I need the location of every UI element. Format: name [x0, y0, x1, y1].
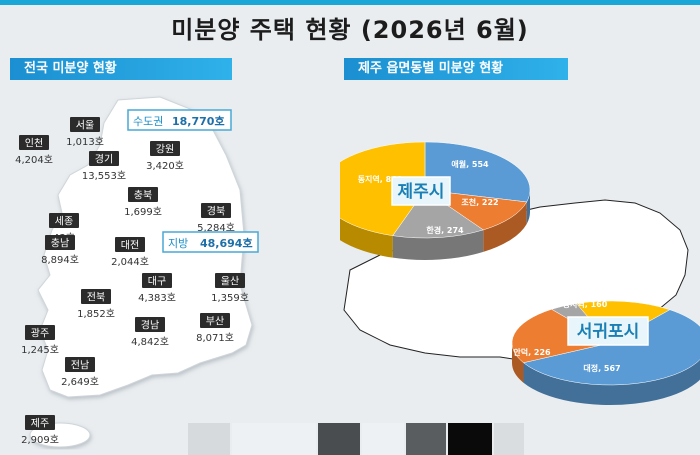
region-value: 2,909호: [21, 434, 59, 446]
jeju-city-slice-2: [392, 189, 484, 239]
jeju-city-side-3: [340, 218, 393, 258]
region-name: 충북: [134, 190, 152, 202]
region-value: 8,894호: [41, 254, 79, 266]
region-label-16: 제주 2,909호: [21, 415, 59, 446]
jeju-city-slice-0: [424, 141, 531, 203]
footer-swatch: [406, 423, 446, 455]
region-name: 인천: [25, 138, 43, 150]
region-value: 1,359호: [211, 292, 249, 304]
region-name: 충남: [51, 238, 69, 250]
region-name: 경기: [95, 153, 113, 166]
region-name: 울산: [221, 276, 239, 288]
region-name: 경남: [141, 319, 159, 332]
footer-swatch: [232, 423, 316, 455]
region-value: 5,284호: [197, 222, 235, 234]
region-label-8: 대전 2,044호: [111, 237, 149, 268]
region-value: 3,420호: [146, 160, 184, 172]
jeju-city-slice-label-0: 애월, 554: [451, 159, 489, 169]
top-accent-bar: [0, 0, 700, 5]
seogwipo-city-slice-label-2: 안덕, 226: [513, 347, 551, 357]
seogwipo-city-side-2: [512, 343, 524, 383]
province-callout-value: 48,694호: [200, 236, 253, 250]
province-callout-label: 지방: [168, 237, 188, 250]
seogwipo-city-pie: 동지역, 160 대정, 567 안덕, 226 표선, 46 서귀포시: [489, 299, 700, 405]
region-label-7: 충남 8,894호: [41, 235, 79, 266]
seogwipo-city-slice-1: [522, 309, 700, 386]
jeju-panel-header: 제주 읍면동별 미분양 현황: [344, 58, 568, 80]
seogwipo-city-label-box: [567, 316, 649, 346]
footer-swatch: [448, 423, 492, 455]
seogwipo-city-label: 서귀포시: [577, 322, 640, 342]
region-label-6: 경북 5,284호: [197, 203, 235, 234]
metro-callout-label: 수도권: [133, 115, 163, 128]
region-name: 전남: [71, 360, 89, 372]
region-value: 4,842호: [131, 336, 169, 348]
region-value: 1,013호: [66, 136, 104, 148]
footer-swatch: [362, 423, 404, 455]
region-name: 대전: [121, 240, 139, 252]
footer-swatch: [318, 423, 360, 455]
region-value: 2,649호: [61, 376, 99, 388]
region-value: 1,699호: [124, 206, 162, 218]
region-value: 1,852호: [77, 308, 115, 320]
national-panel-header: 전국 미분양 현황: [10, 58, 232, 80]
region-value: 2,044호: [111, 256, 149, 268]
footer-swatch: [188, 423, 230, 455]
region-value: 4,204호: [15, 154, 53, 166]
region-value: 4,383호: [138, 292, 176, 304]
region-label-1: 서울 1,013호: [66, 117, 104, 148]
seogwipo-city-slice-label-1: 대정, 567: [583, 363, 620, 373]
jeju-city-slice-label-2: 한경, 274: [426, 225, 464, 235]
jeju-city-side-2: [392, 229, 484, 260]
region-name: 경북: [207, 205, 225, 218]
region-label-4: 충북 1,699호: [124, 187, 162, 218]
jeju-city-slice-3: [340, 141, 426, 236]
region-label-12: 광주 1,245호: [21, 325, 59, 356]
metro-callout-value: 18,770호: [172, 114, 225, 128]
region-value: 1,245호: [21, 344, 59, 356]
region-name: 광주: [31, 328, 49, 340]
region-name: 강원: [156, 144, 174, 156]
region-name: 전북: [87, 292, 105, 304]
region-name: 부산: [206, 316, 224, 328]
region-label-0: 인천 4,204호: [15, 135, 53, 166]
region-name: 세종: [55, 216, 73, 228]
jeju-city-label-box: [391, 176, 451, 206]
seogwipo-city-slice-label-3: 표선, 46: [489, 315, 521, 325]
region-label-13: 경남 4,842호: [131, 317, 169, 348]
page-title: 미분양 주택 현황 (2026년 6월): [171, 16, 529, 44]
province-callout: 지방 48,694호: [162, 231, 259, 253]
jeju-city-slice-label-3: 동지역, 860: [358, 174, 403, 184]
footer-swatch: [494, 423, 524, 455]
seogwipo-city-slice-label-0: 동지역, 160: [563, 299, 608, 309]
region-label-15: 전남 2,649호: [61, 357, 99, 388]
region-value: 13,553호: [82, 170, 126, 182]
region-label-14: 부산 8,071호: [196, 313, 234, 344]
region-name: 대구: [148, 276, 166, 288]
jeju-city-side-0: [526, 190, 530, 224]
jeju-city-slice-label-1: 조천, 222: [461, 197, 498, 207]
region-label-3: 경기 13,553호: [82, 151, 126, 182]
metro-callout: 수도권 18,770호: [127, 109, 232, 131]
region-name: 제주: [31, 418, 49, 430]
seogwipo-city-slice-2: [511, 308, 611, 363]
region-name: 서울: [76, 120, 94, 132]
region-label-11: 전북 1,852호: [77, 289, 115, 320]
region-label-10: 울산 1,359호: [211, 273, 249, 304]
region-label-2: 강원 3,420호: [146, 141, 184, 172]
region-value: 8,071호: [196, 332, 234, 344]
seogwipo-city-side-1: [523, 359, 700, 405]
region-label-9: 대구 4,383호: [138, 273, 176, 304]
jeju-city-label: 제주시: [398, 182, 445, 202]
